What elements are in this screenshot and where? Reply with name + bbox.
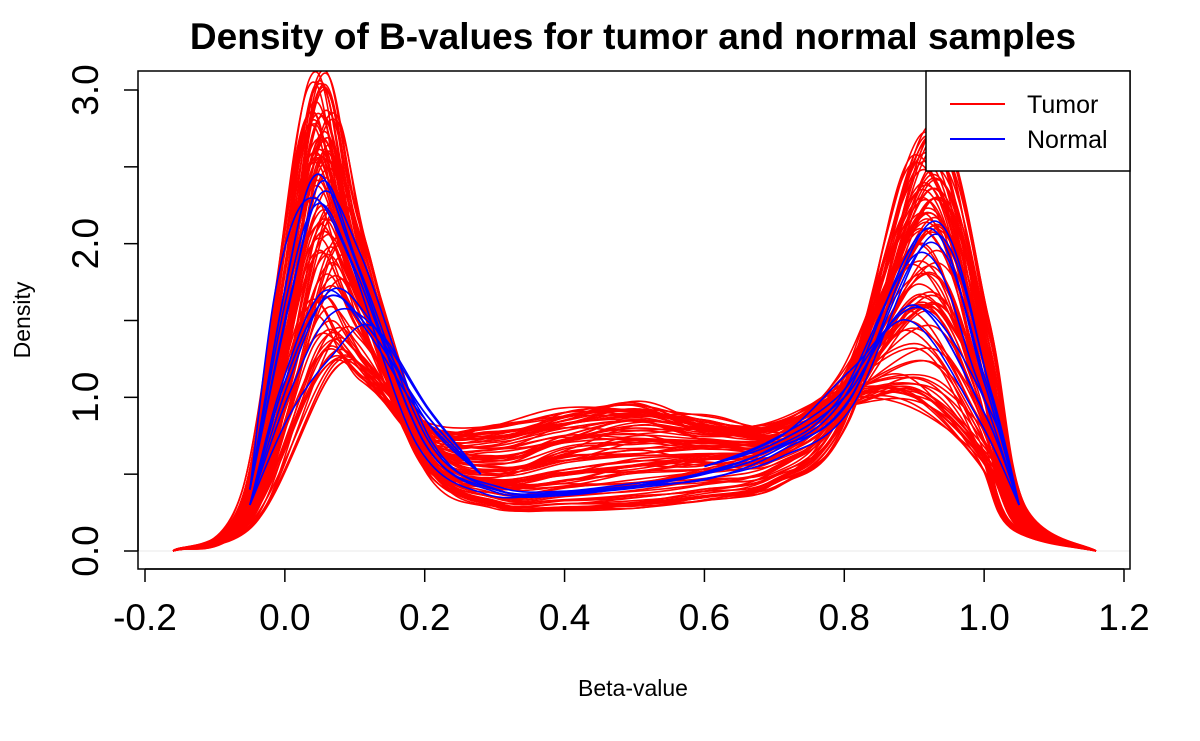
x-axis: -0.2 0.0 0.2 0.4 0.6 0.8 1.0 1.2 bbox=[113, 568, 1150, 638]
density-curve bbox=[172, 338, 1097, 552]
legend-box bbox=[925, 70, 1131, 172]
y-axis-label: Density bbox=[9, 281, 35, 358]
density-curve bbox=[249, 173, 1020, 506]
density-curve bbox=[249, 180, 1020, 506]
x-axis-label: Beta-value bbox=[578, 675, 688, 701]
density-curve bbox=[249, 289, 482, 506]
x-tick-label: 0.4 bbox=[539, 597, 590, 638]
density-curve bbox=[172, 301, 1097, 552]
series-normal bbox=[249, 173, 1020, 506]
density-curve bbox=[172, 262, 1097, 552]
y-tick-label: 3.0 bbox=[65, 64, 106, 115]
density-curves bbox=[172, 71, 1097, 552]
density-curve bbox=[172, 252, 1097, 552]
density-curve bbox=[172, 185, 1097, 552]
y-axis: 0.0 1.0 2.0 3.0 bbox=[65, 64, 139, 577]
series-tumor bbox=[172, 71, 1097, 552]
density-curve bbox=[704, 306, 1020, 506]
density-curve bbox=[249, 202, 1020, 506]
density-curve bbox=[172, 325, 1097, 552]
x-tick-label: 0.6 bbox=[679, 597, 730, 638]
x-tick-label: 0.0 bbox=[259, 597, 310, 638]
legend-label-normal: Normal bbox=[1027, 126, 1108, 154]
density-curve bbox=[704, 304, 1020, 506]
density-curve bbox=[172, 252, 1097, 552]
density-curve bbox=[172, 204, 1097, 552]
density-curve bbox=[249, 196, 1020, 506]
x-tick-label: 1.2 bbox=[1098, 597, 1149, 638]
x-tick-label: 0.8 bbox=[819, 597, 870, 638]
density-curve bbox=[172, 230, 1097, 552]
density-curve bbox=[249, 294, 482, 506]
legend: Tumor Normal bbox=[925, 70, 1131, 172]
x-tick-label: -0.2 bbox=[113, 597, 177, 638]
y-tick-label: 0.0 bbox=[65, 525, 106, 576]
chart-title: Density of B-values for tumor and normal… bbox=[190, 16, 1076, 57]
density-curve bbox=[172, 348, 1097, 552]
y-tick-label: 1.0 bbox=[65, 372, 106, 423]
density-curve bbox=[172, 114, 1097, 552]
density-curve bbox=[249, 323, 482, 506]
y-tick-label: 2.0 bbox=[65, 218, 106, 269]
x-tick-label: 1.0 bbox=[958, 597, 1009, 638]
legend-label-tumor: Tumor bbox=[1027, 91, 1098, 119]
x-tick-label: 0.2 bbox=[399, 597, 450, 638]
density-curve bbox=[172, 191, 1097, 552]
density-curve bbox=[172, 82, 1097, 552]
